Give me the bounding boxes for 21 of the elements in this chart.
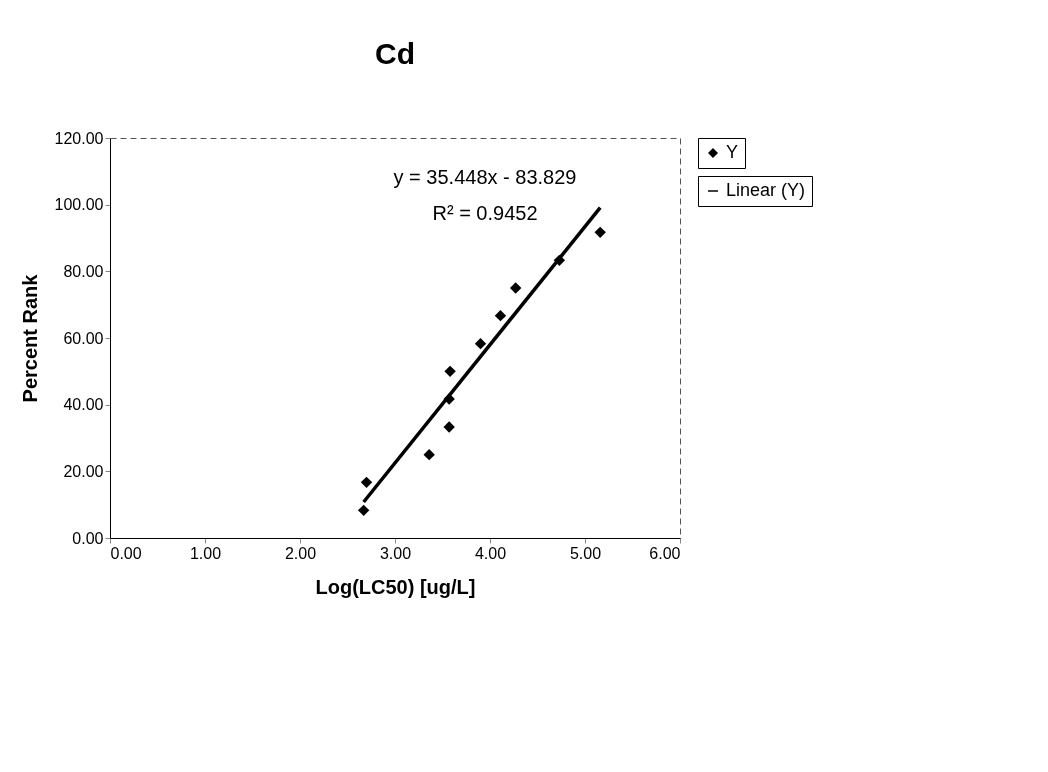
y-tick-label: 20.00	[63, 462, 104, 480]
x-tick-label: 0.00	[110, 544, 142, 562]
legend-label: Linear (Y)	[726, 180, 806, 200]
y-tick-label: 0.00	[72, 529, 104, 547]
annotation: R² = 0.9452	[432, 202, 538, 224]
y-tick-label: 60.00	[63, 329, 104, 347]
y-tick-label: 80.00	[63, 262, 104, 280]
x-tick-label: 3.00	[379, 544, 412, 562]
x-tick-label: 6.00	[649, 544, 681, 562]
x-tick-label: 1.00	[189, 544, 222, 562]
x-tick-label: 5.00	[569, 544, 602, 562]
x-tick-label: 2.00	[284, 544, 317, 562]
legend-label: Y	[726, 142, 739, 162]
y-tick-label: 100.00	[54, 196, 104, 214]
x-axis-title: Log(LC50) [ug/L]	[315, 575, 476, 598]
y-axis-title: Percent Rank	[18, 273, 41, 403]
y-tick-label: 120.00	[54, 129, 104, 147]
annotation: y = 35.448x - 83.829	[393, 166, 577, 188]
x-tick-label: 4.00	[474, 544, 507, 562]
chart-title: Cd	[375, 37, 415, 70]
y-tick-label: 40.00	[63, 396, 104, 414]
